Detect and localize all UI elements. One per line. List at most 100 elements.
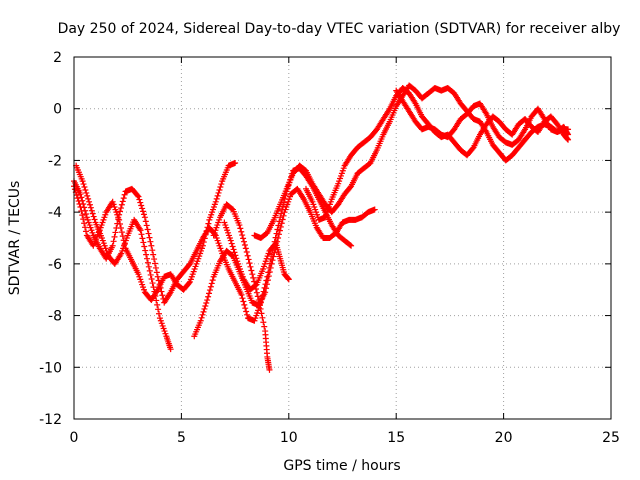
data-point bbox=[149, 280, 156, 287]
data-point bbox=[564, 130, 571, 137]
data-point bbox=[212, 198, 219, 205]
data-point bbox=[565, 136, 572, 143]
x-axis-label: GPS time / hours bbox=[283, 458, 400, 474]
data-point bbox=[253, 289, 260, 296]
data-point bbox=[109, 242, 116, 249]
data-point bbox=[218, 181, 225, 188]
data-point bbox=[285, 276, 292, 283]
data-point bbox=[91, 216, 98, 223]
y-tick-label: -6 bbox=[48, 257, 62, 273]
y-tick-label: -10 bbox=[39, 360, 62, 376]
series-track-g bbox=[251, 82, 572, 241]
data-point bbox=[154, 301, 161, 308]
data-point bbox=[199, 242, 206, 249]
data-point bbox=[71, 186, 78, 193]
data-point bbox=[239, 232, 246, 239]
data-point bbox=[145, 263, 152, 270]
data-point bbox=[117, 220, 124, 227]
data-point bbox=[79, 178, 86, 185]
data-point bbox=[565, 131, 572, 138]
data-point bbox=[76, 201, 83, 208]
data-point bbox=[147, 271, 154, 278]
data-point bbox=[144, 226, 151, 233]
x-tick-label: 5 bbox=[177, 430, 186, 446]
data-point bbox=[110, 238, 117, 245]
data-point bbox=[118, 229, 125, 236]
data-point bbox=[149, 247, 156, 254]
data-point bbox=[137, 227, 144, 234]
data-point bbox=[264, 277, 271, 284]
data-point bbox=[143, 251, 150, 258]
data-point bbox=[217, 184, 224, 191]
data-point bbox=[251, 278, 258, 285]
data-point bbox=[266, 366, 273, 373]
data-point bbox=[150, 284, 157, 291]
data-point bbox=[276, 227, 283, 234]
y-tick-label: -4 bbox=[48, 205, 62, 221]
data-point bbox=[155, 306, 162, 313]
data-point bbox=[78, 208, 85, 215]
data-point bbox=[121, 191, 128, 198]
data-point bbox=[117, 205, 124, 212]
data-point bbox=[140, 208, 147, 215]
data-point bbox=[206, 290, 213, 297]
data-point bbox=[371, 206, 378, 213]
data-point bbox=[141, 243, 148, 250]
data-point bbox=[154, 273, 161, 280]
data-point bbox=[244, 311, 251, 318]
data-point bbox=[248, 267, 255, 274]
data-point bbox=[147, 238, 154, 245]
data-point bbox=[204, 224, 211, 231]
data-point bbox=[144, 255, 151, 262]
data-point bbox=[259, 314, 266, 321]
data-point bbox=[82, 210, 89, 217]
data-point bbox=[137, 199, 144, 206]
data-point bbox=[82, 228, 89, 235]
data-point bbox=[134, 192, 141, 199]
data-point bbox=[117, 225, 124, 232]
data-point bbox=[146, 267, 153, 274]
data-point bbox=[135, 193, 142, 200]
data-point bbox=[242, 305, 249, 312]
data-point bbox=[155, 310, 162, 317]
data-point bbox=[198, 314, 205, 321]
data-point bbox=[146, 234, 153, 241]
data-point bbox=[88, 207, 95, 214]
x-tick-label: 10 bbox=[280, 430, 298, 446]
data-point bbox=[140, 239, 147, 246]
chart-title: Day 250 of 2024, Sidereal Day-to-day VTE… bbox=[58, 21, 621, 37]
data-point bbox=[243, 249, 250, 256]
data-point bbox=[279, 216, 286, 223]
data-point bbox=[199, 311, 206, 318]
data-point bbox=[257, 305, 264, 312]
data-point bbox=[82, 186, 89, 193]
data-point bbox=[240, 235, 247, 242]
data-point bbox=[83, 189, 90, 196]
data-point bbox=[275, 235, 282, 241]
data-point bbox=[119, 198, 126, 205]
data-point bbox=[84, 192, 91, 199]
data-point bbox=[205, 293, 212, 300]
data-point bbox=[197, 317, 204, 324]
data-point bbox=[285, 275, 292, 282]
data-point bbox=[81, 184, 88, 191]
data-point bbox=[153, 269, 160, 276]
data-point bbox=[232, 252, 239, 259]
data-point bbox=[204, 297, 211, 304]
y-axis-label: SDTVAR / TECUs bbox=[7, 181, 23, 296]
y-tick-label: 0 bbox=[53, 102, 62, 118]
x-tick-label: 25 bbox=[602, 430, 620, 446]
data-point bbox=[116, 216, 123, 223]
data-point bbox=[246, 260, 253, 267]
data-point bbox=[270, 253, 277, 260]
data-point bbox=[233, 255, 240, 262]
y-axis-ticks: -12 -10 -8 -6 -4 -2 0 2 bbox=[39, 50, 611, 428]
data-point bbox=[89, 210, 96, 217]
data-point bbox=[152, 260, 159, 267]
data-point bbox=[347, 242, 354, 249]
data-point bbox=[153, 297, 160, 304]
data-point bbox=[258, 310, 265, 317]
series-track-e bbox=[221, 219, 292, 293]
data-point bbox=[75, 198, 82, 205]
data-point bbox=[138, 231, 145, 238]
